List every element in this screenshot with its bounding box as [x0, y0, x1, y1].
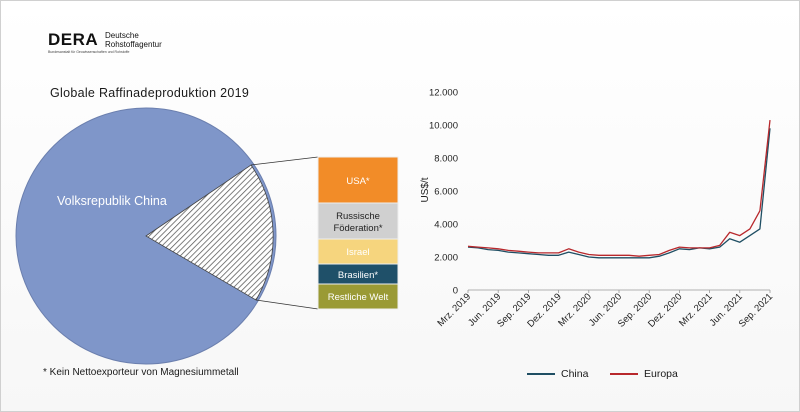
legend-item-europa: Europa — [610, 368, 678, 380]
series-line-china — [467, 128, 771, 259]
y-tick-label: 2.000 — [434, 253, 458, 264]
pie-slice-rest — [145, 164, 274, 301]
y-tick-label: 0 — [453, 286, 458, 297]
footnote: * Kein Nettoexporteur von Magnesiummetal… — [43, 367, 239, 378]
pie-label-china: Volksrepublik China — [57, 194, 167, 208]
breakout-box-israel — [317, 238, 399, 265]
series-group — [467, 120, 771, 259]
breakout-label-israel: Israel — [346, 247, 369, 258]
y-tick-label: 12.000 — [429, 88, 458, 99]
y-tick-label: 10.000 — [429, 121, 458, 132]
pie-chart-title: Globale Raffinadeproduktion 2019 — [50, 86, 250, 100]
y-tick-label: 4.000 — [434, 220, 458, 231]
breakout-stack: USA* Russische Föderation* Israel Brasil… — [317, 156, 399, 310]
breakout-box-rest — [317, 283, 399, 310]
legend-label-europa: Europa — [644, 368, 678, 380]
logo-line1: Deutsche — [105, 31, 139, 40]
breakout-line-top — [250, 156, 319, 166]
breakout-label-brasilien: Brasilien* — [338, 270, 378, 281]
legend-item-china: China — [527, 368, 588, 380]
series-line-europa — [467, 120, 771, 257]
logo-line2: Rohstoffagentur — [105, 40, 162, 49]
breakout-label-russia-line1: Russische — [336, 211, 380, 222]
breakout-label-russia-line2: Föderation* — [333, 223, 382, 234]
y-tick-label: 8.000 — [434, 154, 458, 165]
legend-swatch-europa — [610, 373, 638, 375]
legend-swatch-china — [527, 373, 555, 375]
logo-mark: DERA — [48, 30, 99, 49]
y-tick-label: 6.000 — [434, 187, 458, 198]
breakout-line-bottom — [255, 299, 319, 310]
y-axis-title: US$/t — [420, 177, 431, 202]
breakout-label-rest: Restliche Welt — [328, 292, 389, 303]
y-axis: 0 2.000 4.000 6.000 8.000 10.000 12.000 — [429, 88, 458, 297]
logo-subline: Bundesanstalt für Geowissenschaften und … — [48, 50, 130, 54]
breakout-label-usa: USA* — [346, 176, 370, 187]
legend-label-china: China — [561, 368, 589, 380]
